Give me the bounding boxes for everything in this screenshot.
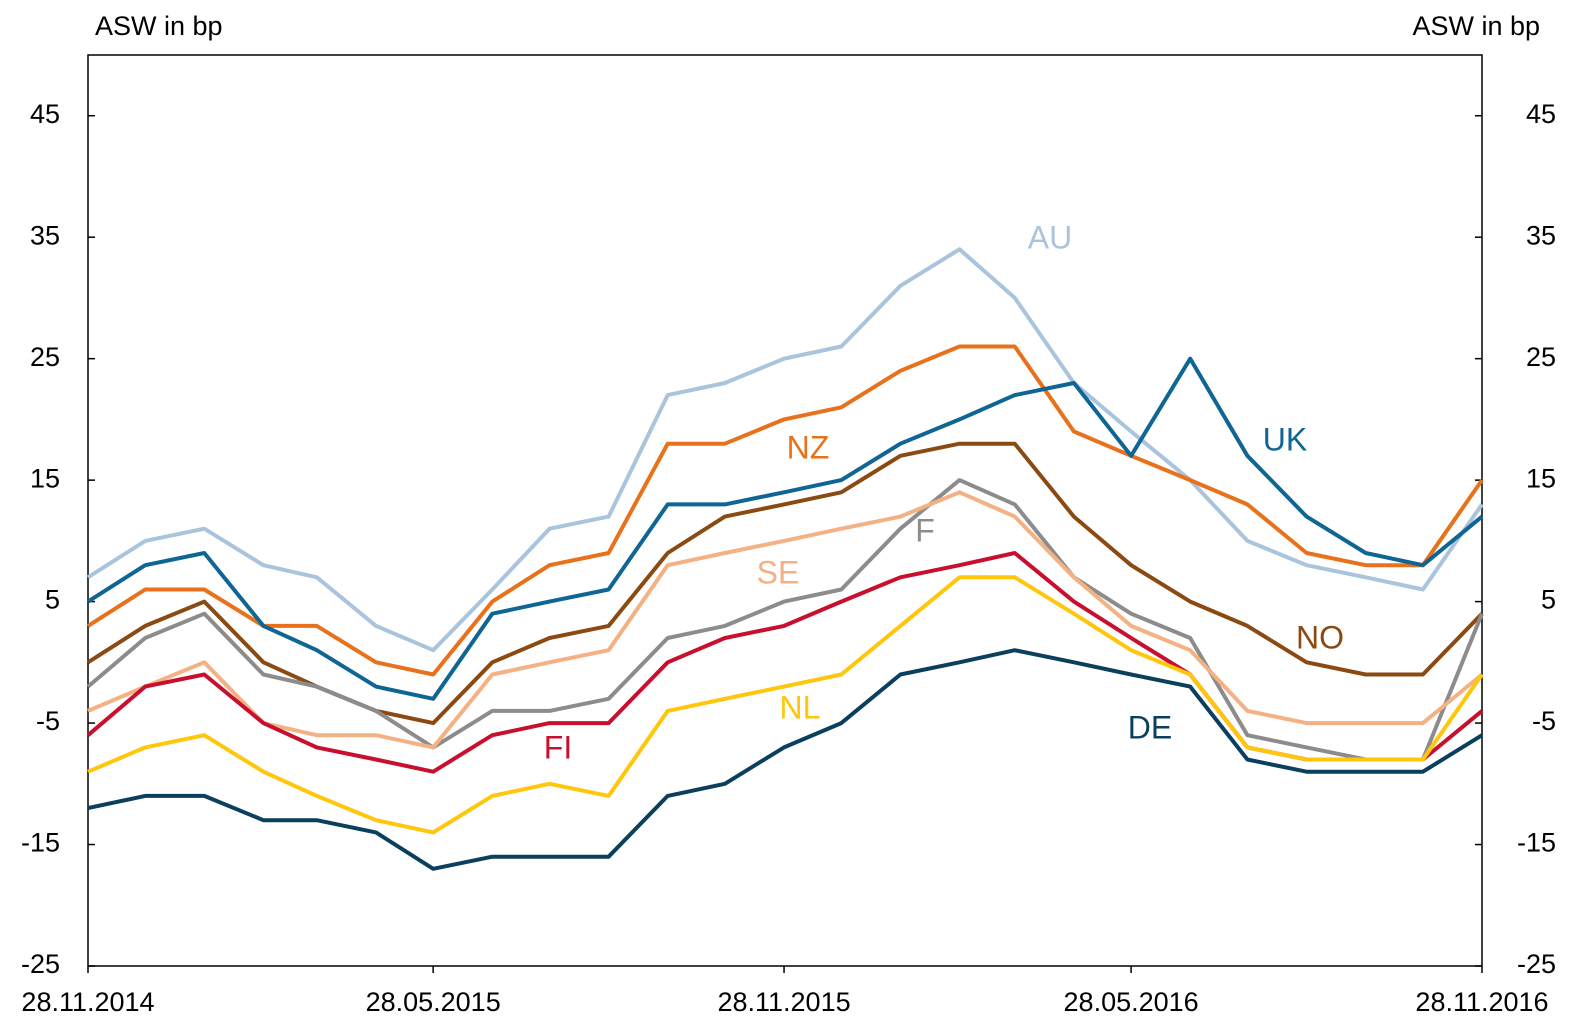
y-tick-label: 35: [30, 220, 60, 250]
series-line: [87, 490, 1484, 750]
x-tick-label: 28.11.2016: [1415, 987, 1548, 1017]
y-tick-label: 5: [45, 585, 60, 615]
x-tick-label: 28.11.2015: [717, 987, 850, 1017]
series-label: NO: [1296, 619, 1344, 655]
y-axis-title: ASW in bp: [95, 11, 223, 41]
series-label: UK: [1263, 421, 1307, 457]
y-tick-label: 15: [30, 463, 60, 493]
series-label: F: [915, 512, 935, 548]
series-label: AU: [1028, 219, 1072, 255]
series-label: NL: [780, 689, 821, 725]
y-tick-label: -15: [21, 828, 60, 858]
y-tick-label: 45: [30, 99, 60, 129]
y2-tick-label: 25: [1526, 342, 1556, 372]
series-label: DE: [1128, 709, 1172, 745]
y2-axis-title: ASW in bp: [1412, 11, 1540, 41]
x-tick-label: 28.05.2015: [366, 987, 501, 1017]
y2-tick-label: -5: [1532, 706, 1556, 736]
y2-tick-label: 45: [1526, 99, 1556, 129]
y2-tick-label: 15: [1526, 463, 1556, 493]
y-tick-label: -5: [36, 706, 60, 736]
plot-frame: [87, 54, 1483, 967]
series-line: [86, 478, 1484, 762]
series-label: SE: [757, 554, 800, 590]
y2-tick-label: 5: [1541, 585, 1556, 615]
y2-tick-label: -15: [1517, 828, 1556, 858]
series-line: [86, 344, 1484, 677]
x-tick-label: 28.11.2014: [21, 987, 154, 1017]
y2-tick-label: -25: [1517, 949, 1556, 979]
x-tick-label: 28.05.2016: [1064, 987, 1199, 1017]
series-line: [87, 575, 1484, 835]
series-line: [86, 356, 1484, 701]
y-tick-label: -25: [21, 949, 60, 979]
series-label: FI: [544, 729, 572, 765]
series-line: [86, 247, 1484, 653]
series-line: [87, 648, 1484, 871]
y2-tick-label: 35: [1526, 220, 1556, 250]
series-label: NZ: [787, 429, 830, 465]
y-tick-label: 25: [30, 342, 60, 372]
